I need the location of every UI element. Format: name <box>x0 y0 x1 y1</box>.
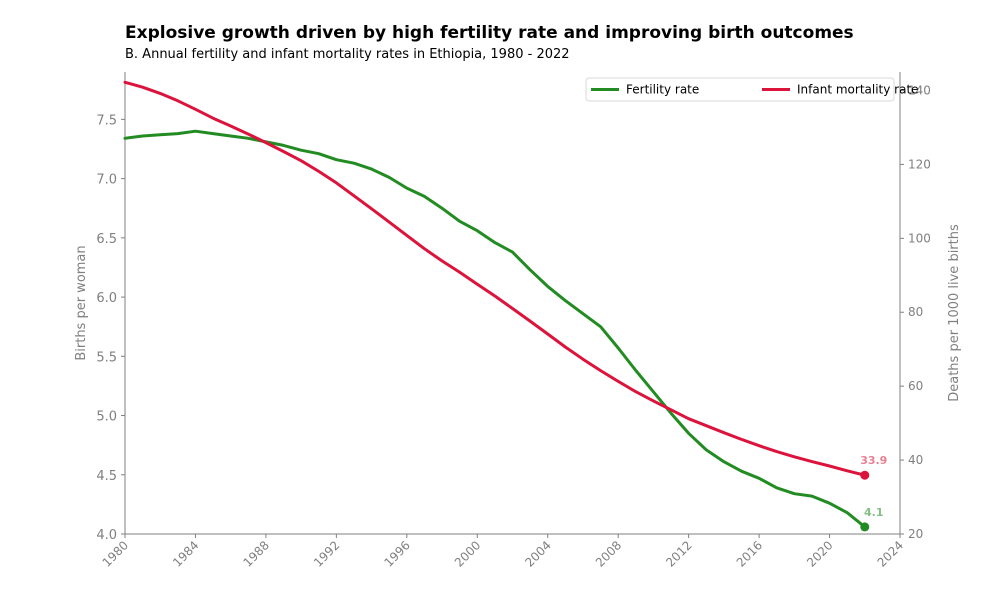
x-tick-label: 1996 <box>381 538 412 569</box>
x-tick-label: 2008 <box>593 538 624 569</box>
chart-title: Explosive growth driven by high fertilit… <box>125 23 854 43</box>
y-left-tick-label: 5.5 <box>96 350 117 365</box>
axes-layer: 1980 1984 1988 1992 1996 2000 2004 2008 2012 2016… <box>74 72 962 570</box>
series-end-point <box>860 522 870 532</box>
x-tick-label: 2020 <box>804 538 835 569</box>
legend-entry: Fertility rate <box>626 83 699 97</box>
x-tick-label: 2016 <box>734 538 765 569</box>
y-left-tick-label: 4.0 <box>96 528 117 543</box>
y-left-tick-label: 6.5 <box>96 232 117 247</box>
series-end-label: 4.1 <box>864 506 884 519</box>
legend: Fertility rate Infant mortality rate <box>585 77 919 102</box>
legend-entry: Infant mortality rate <box>797 83 919 97</box>
y-right-tick-label: 140 <box>908 83 931 97</box>
y-left-tick-label: 7.5 <box>96 113 117 128</box>
y-left-tick-label: 7.0 <box>96 173 117 188</box>
x-tick-label: 2000 <box>452 538 483 569</box>
x-tick-label: 1988 <box>241 538 272 569</box>
y-right-tick-label: 100 <box>908 231 931 245</box>
y-right-axis-label: Deaths per 1000 live births <box>947 224 962 402</box>
x-tick-label: 2024 <box>875 538 906 569</box>
y-right-tick-label: 60 <box>908 379 923 393</box>
series-layer: 4.1 33.9 <box>123 80 887 532</box>
series-end-point <box>860 470 870 480</box>
y-left-tick-label: 5.0 <box>96 410 117 425</box>
x-tick-label: 2004 <box>522 538 553 569</box>
legend-box <box>585 77 895 102</box>
y-left-tick-label: 6.0 <box>96 291 117 306</box>
y-right-tick-label: 120 <box>908 157 931 171</box>
chart-subtitle: B. Annual fertility and infant mortality… <box>125 47 570 62</box>
y-left-tick-label: 4.5 <box>96 469 117 484</box>
series-end-label: 33.9 <box>860 454 887 467</box>
y-left-axis-label: Births per woman <box>74 245 89 360</box>
y-right-tick-label: 20 <box>908 527 923 541</box>
x-tick-label: 1984 <box>170 538 201 569</box>
y-right-tick-label: 40 <box>908 453 923 467</box>
y-right-tick-label: 80 <box>908 305 923 319</box>
series-line-infant-mortality-rate <box>123 80 867 477</box>
x-tick-label: 1992 <box>311 538 342 569</box>
series-line-fertility-rate <box>123 129 867 529</box>
x-tick-label: 2012 <box>663 538 694 569</box>
